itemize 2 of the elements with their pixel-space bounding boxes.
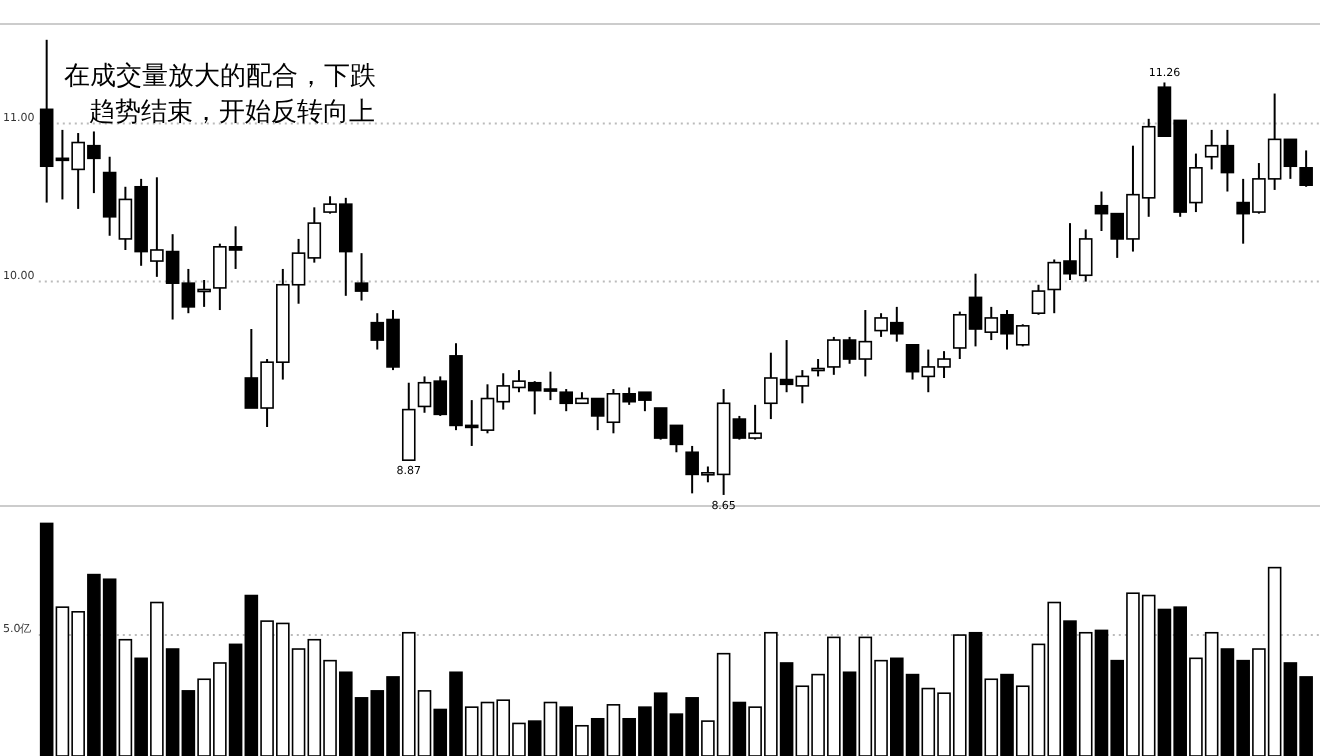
annotation: 趋势结束，开始反转向上 [89,98,375,128]
annotation: 在成交量放大的配合，下跌 [64,60,376,92]
